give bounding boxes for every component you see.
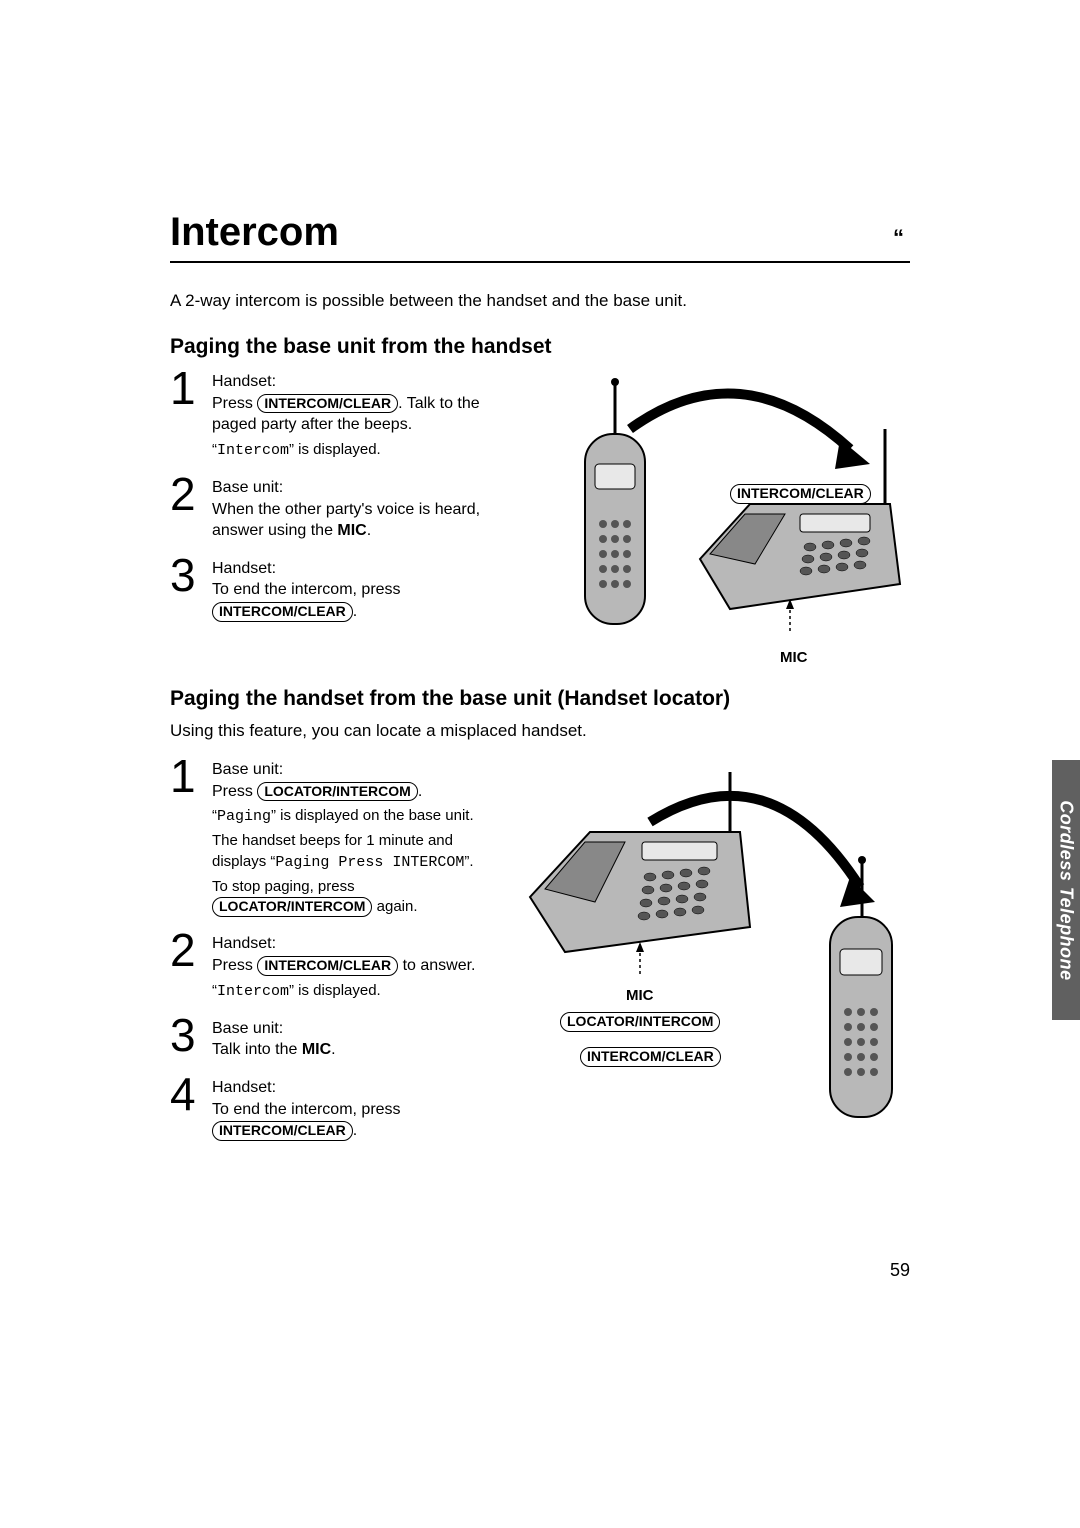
step-number: 3 [170, 556, 212, 595]
illustration-label: MIC [626, 987, 654, 1004]
text: Press [212, 783, 257, 800]
device-label: Handset: [212, 1079, 276, 1096]
device-label: Handset: [212, 560, 276, 577]
step: 3 Handset: To end the intercom, press IN… [170, 556, 510, 623]
step-sub: The handset beeps for 1 minute and displ… [212, 831, 490, 873]
step-sub: “Intercom” is displayed. [212, 981, 476, 1002]
text: Talk into the [212, 1041, 302, 1058]
text: . [331, 1041, 335, 1058]
page-number: 59 [890, 1260, 910, 1281]
step: 1 Base unit: Press LOCATOR/INTERCOM. “Pa… [170, 757, 490, 917]
step-number: 1 [170, 369, 212, 408]
quote-mark: “ [893, 225, 910, 251]
text: to answer. [398, 957, 475, 974]
text: again. [372, 898, 417, 915]
step: 3 Base unit: Talk into the MIC. [170, 1016, 490, 1061]
step-number: 2 [170, 931, 212, 970]
text: To end the intercom, press [212, 581, 401, 598]
text: ” is displayed on the base unit. [271, 807, 474, 824]
mono-text: Intercom [217, 983, 289, 1000]
text: Press [212, 395, 257, 412]
side-tab-label: Cordless Telephone [1056, 800, 1077, 980]
illustration-label: MIC [780, 649, 808, 666]
step-text: Base unit: When the other party's voice … [212, 475, 510, 542]
document-page: Intercom “ A 2-way intercom is possible … [170, 210, 910, 1207]
step-text: Handset: Press INTERCOM/CLEAR to answer.… [212, 931, 476, 1001]
button-label: LOCATOR/INTERCOM [560, 1012, 720, 1032]
step-sub: “Intercom” is displayed. [212, 440, 510, 461]
step-number: 2 [170, 475, 212, 514]
device-label: Base unit: [212, 761, 283, 778]
step-sub: “Paging” is displayed on the base unit. [212, 806, 490, 827]
step-sub: To stop paging, press LOCATOR/INTERCOM a… [212, 877, 490, 918]
section1-heading: Paging the base unit from the handset [170, 335, 910, 359]
step: 4 Handset: To end the intercom, press IN… [170, 1075, 490, 1142]
text: . [353, 1122, 357, 1139]
section1-steps: 1 Handset: Press INTERCOM/CLEAR. Talk to… [170, 369, 510, 623]
text: . [418, 783, 422, 800]
phone-diagram-icon [520, 767, 910, 1147]
illustration-label: LOCATOR/INTERCOM [560, 1012, 720, 1032]
title-row: Intercom “ [170, 210, 910, 263]
mono-text: Paging Press INTERCOM [275, 854, 464, 871]
mic-label: MIC [302, 1041, 331, 1058]
page-title: Intercom [170, 210, 339, 255]
step-text: Handset: To end the intercom, press INTE… [212, 1075, 401, 1142]
section1-illustration: INTERCOM/CLEAR MIC [540, 369, 910, 679]
step-text: Handset: Press INTERCOM/CLEAR. Talk to t… [212, 369, 510, 461]
illustration-label: INTERCOM/CLEAR [730, 484, 871, 504]
illustration-label: INTERCOM/CLEAR [580, 1047, 721, 1067]
step-number: 4 [170, 1075, 212, 1114]
section2-illustration: MIC LOCATOR/INTERCOM INTERCOM/CLEAR [520, 767, 910, 1147]
button-label: INTERCOM/CLEAR [257, 956, 398, 976]
device-label: Base unit: [212, 479, 283, 496]
step-text: Handset: To end the intercom, press INTE… [212, 556, 401, 623]
button-label: LOCATOR/INTERCOM [212, 897, 372, 917]
button-label: INTERCOM/CLEAR [212, 1121, 353, 1141]
button-label: INTERCOM/CLEAR [730, 484, 871, 504]
section2-body: 1 Base unit: Press LOCATOR/INTERCOM. “Pa… [170, 757, 910, 1207]
button-label: INTERCOM/CLEAR [257, 394, 398, 414]
phone-diagram-icon [540, 369, 910, 679]
step-number: 1 [170, 757, 212, 796]
button-label: LOCATOR/INTERCOM [257, 782, 417, 802]
text: To end the intercom, press [212, 1101, 401, 1118]
device-label: Base unit: [212, 1020, 283, 1037]
side-tab: Cordless Telephone [1052, 760, 1080, 1020]
section2-steps: 1 Base unit: Press LOCATOR/INTERCOM. “Pa… [170, 757, 490, 1142]
step: 2 Base unit: When the other party's voic… [170, 475, 510, 542]
section1-body: 1 Handset: Press INTERCOM/CLEAR. Talk to… [170, 369, 910, 669]
step: 1 Handset: Press INTERCOM/CLEAR. Talk to… [170, 369, 510, 461]
text: ”. [464, 853, 473, 870]
text: . [367, 522, 371, 539]
text: Press [212, 957, 257, 974]
step-number: 3 [170, 1016, 212, 1055]
step-text: Base unit: Talk into the MIC. [212, 1016, 336, 1061]
text: . [353, 603, 357, 620]
device-label: Handset: [212, 935, 276, 952]
step: 2 Handset: Press INTERCOM/CLEAR to answe… [170, 931, 490, 1001]
section2-subintro: Using this feature, you can locate a mis… [170, 721, 910, 741]
text: To stop paging, press [212, 878, 355, 895]
step-text: Base unit: Press LOCATOR/INTERCOM. “Pagi… [212, 757, 490, 917]
button-label: INTERCOM/CLEAR [580, 1047, 721, 1067]
intro-text: A 2-way intercom is possible between the… [170, 291, 910, 311]
device-label: Handset: [212, 373, 276, 390]
mic-label: MIC [337, 522, 366, 539]
mono-text: Paging [217, 808, 271, 825]
mono-text: Intercom [217, 442, 289, 459]
section2-heading: Paging the handset from the base unit (H… [170, 687, 910, 711]
text: ” is displayed. [289, 982, 381, 999]
button-label: INTERCOM/CLEAR [212, 602, 353, 622]
text: ” is displayed. [289, 441, 381, 458]
